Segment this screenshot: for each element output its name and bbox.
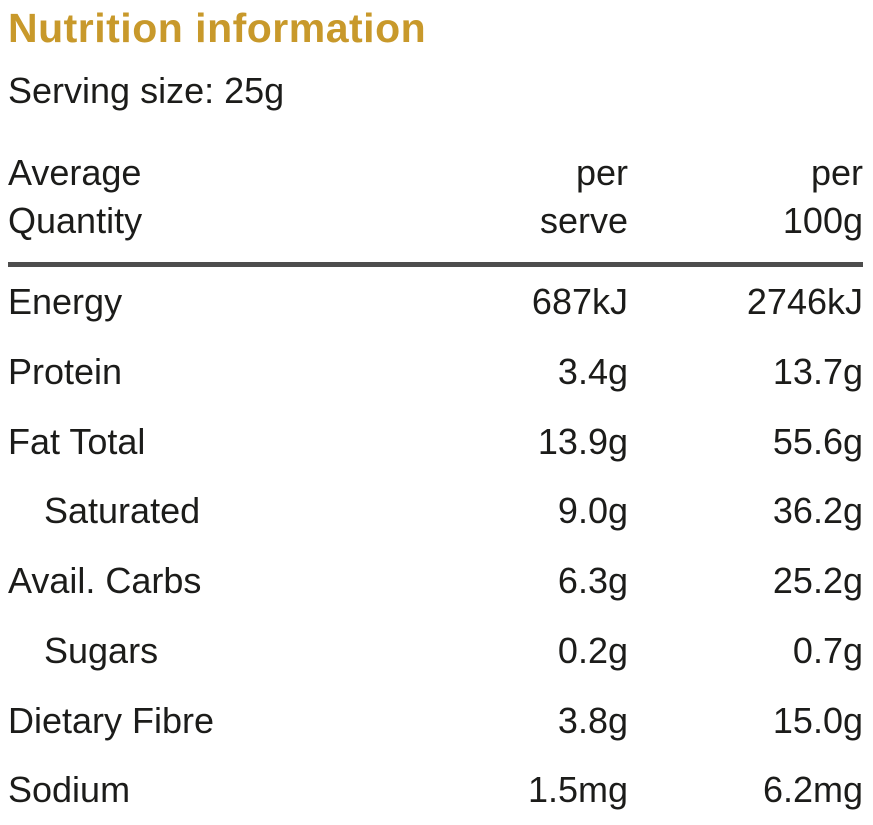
- header-average-quantity: Average Quantity: [8, 151, 143, 241]
- row-label: Saturated: [44, 490, 201, 532]
- row-value-per-100g: 13.7g: [772, 350, 863, 392]
- row-value-per-100g: 15.0g: [772, 699, 863, 741]
- row-value-per-100g: 6.2mg: [762, 769, 863, 811]
- table-row-sodium: Sodium 1.5mg 6.2mg: [8, 755, 863, 825]
- table-row-protein: Protein 3.4g 13.7g: [8, 337, 863, 407]
- page-title: Nutrition information: [8, 5, 427, 51]
- row-value-per-100g: 2746kJ: [746, 281, 863, 323]
- row-label: Sugars: [44, 629, 159, 671]
- table-row-avail-carbs: Avail. Carbs 6.3g 25.2g: [8, 546, 863, 616]
- row-value-per-serve: 0.2g: [557, 629, 628, 671]
- row-label: Dietary Fibre: [8, 699, 215, 741]
- row-value-per-serve: 13.9g: [537, 420, 628, 462]
- row-value-per-serve: 3.4g: [557, 350, 628, 392]
- row-value-per-100g: 36.2g: [772, 490, 863, 532]
- row-label: Fat Total: [8, 420, 146, 462]
- table-body: Energy 687kJ 2746kJ Protein 3.4g 13.7g F…: [8, 267, 863, 825]
- row-value-per-100g: 55.6g: [772, 420, 863, 462]
- table-row-sugars: Sugars 0.2g 0.7g: [8, 616, 863, 686]
- table-row-energy: Energy 687kJ 2746kJ: [8, 267, 863, 337]
- table-row-fat-total: Fat Total 13.9g 55.6g: [8, 407, 863, 477]
- row-value-per-serve: 9.0g: [557, 490, 628, 532]
- row-value-per-100g: 0.7g: [792, 629, 863, 671]
- row-label: Avail. Carbs: [8, 560, 202, 602]
- row-value-per-100g: 25.2g: [772, 560, 863, 602]
- header-per-100g: per 100g: [782, 151, 863, 241]
- table-row-saturated: Saturated 9.0g 36.2g: [8, 477, 863, 547]
- nutrition-table: Average Quantity per serve per 100g Ener…: [8, 149, 863, 825]
- header-rule-divider: [8, 262, 863, 268]
- row-label: Energy: [8, 281, 123, 323]
- serving-size-text: Serving size: 25g: [8, 70, 285, 112]
- row-value-per-serve: 687kJ: [531, 281, 628, 323]
- table-header-row: Average Quantity per serve per 100g: [8, 149, 863, 245]
- row-value-per-serve: 1.5mg: [527, 769, 628, 811]
- row-label: Protein: [8, 350, 123, 392]
- row-value-per-serve: 3.8g: [557, 699, 628, 741]
- table-row-dietary-fibre: Dietary Fibre 3.8g 15.0g: [8, 686, 863, 756]
- row-label: Sodium: [8, 769, 131, 811]
- row-value-per-serve: 6.3g: [557, 560, 628, 602]
- header-per-serve: per serve: [539, 151, 628, 241]
